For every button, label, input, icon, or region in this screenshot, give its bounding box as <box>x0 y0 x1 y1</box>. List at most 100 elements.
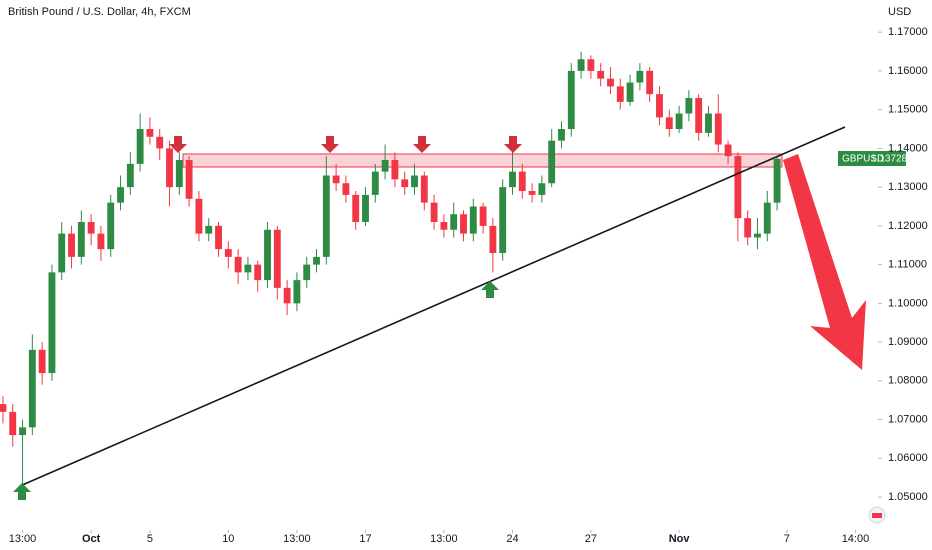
candle-body <box>695 98 703 133</box>
candle-body <box>430 202 438 222</box>
logo-mark <box>872 513 882 518</box>
candle-body <box>58 233 66 273</box>
candle-body <box>656 94 663 118</box>
candle-body <box>597 70 605 79</box>
candle-body <box>528 191 536 195</box>
down-arrow <box>321 136 339 153</box>
candle-body <box>175 160 183 188</box>
candle-body <box>607 78 614 87</box>
candle-body <box>763 202 771 234</box>
x-tick-label: 24 <box>506 533 518 545</box>
candle-body <box>734 156 742 219</box>
candle-body <box>273 229 281 288</box>
price-tag <box>838 151 906 166</box>
y-tick-label: 1.06000 <box>888 452 928 464</box>
candle-body <box>773 158 781 203</box>
up-arrow <box>13 483 31 500</box>
candle-body <box>28 349 36 428</box>
y-tick-label: 1.16000 <box>888 65 928 77</box>
y-tick-label: 1.15000 <box>888 104 928 116</box>
candle-body <box>283 287 291 304</box>
candle-body <box>68 233 75 257</box>
candle-body <box>577 59 585 71</box>
candle-body <box>411 175 418 188</box>
candle-body <box>313 256 320 265</box>
candle-body <box>391 160 399 180</box>
candle-body <box>724 144 732 157</box>
candle-body <box>342 183 350 195</box>
y-axis-label: USD <box>888 6 911 18</box>
candle-body <box>332 175 340 184</box>
up-arrow <box>481 281 499 298</box>
candles <box>0 51 781 486</box>
candle-body <box>97 233 105 250</box>
candle-body <box>381 160 389 172</box>
candle-body <box>117 187 124 203</box>
candle-body <box>87 221 95 234</box>
y-tick-label: 1.17000 <box>888 26 928 38</box>
forecast-arrow <box>783 154 866 370</box>
x-tick-label: 13:00 <box>283 533 311 545</box>
candle-body <box>77 221 85 257</box>
candle-body <box>665 117 673 130</box>
x-tick-label: 13:00 <box>9 533 37 545</box>
candle-body <box>548 140 556 184</box>
candle-body <box>38 349 46 374</box>
candle-body <box>754 233 761 238</box>
candle-body <box>19 427 26 436</box>
candle-body <box>420 175 428 203</box>
candle-body <box>293 280 301 304</box>
candle-body <box>440 221 448 230</box>
candle-body <box>303 264 311 281</box>
candle-body <box>166 148 173 188</box>
candle-body <box>714 113 722 145</box>
candle-body <box>107 202 115 250</box>
candle-body <box>636 70 644 83</box>
candle-body <box>518 171 526 192</box>
y-tick-label: 1.09000 <box>888 336 928 348</box>
candle-body <box>185 160 193 199</box>
y-tick-label: 1.12000 <box>888 220 928 232</box>
y-tick-label: 1.08000 <box>888 375 928 387</box>
symbol-label: GBPUSD <box>842 154 884 165</box>
candle-body <box>567 70 575 130</box>
candle-body <box>685 98 693 114</box>
candle-body <box>499 187 507 253</box>
trend-line <box>19 126 846 487</box>
candle-body <box>195 198 203 234</box>
y-tick-label: 1.10000 <box>888 297 928 309</box>
candle-body <box>224 249 232 257</box>
candle-body <box>136 129 144 164</box>
down-arrow <box>169 136 187 153</box>
resistance-zone <box>182 153 783 168</box>
up-arrows <box>13 281 499 500</box>
candle-body <box>254 264 262 281</box>
down-arrows <box>169 136 522 153</box>
candle-body <box>146 129 154 137</box>
candle-body <box>646 70 654 95</box>
x-tick-label: Oct <box>82 533 101 545</box>
x-tick-label: 5 <box>147 533 153 545</box>
y-tick-label: 1.14000 <box>888 142 928 154</box>
candle-body <box>322 175 330 257</box>
candle-body <box>362 194 369 222</box>
candle-body <box>509 171 516 188</box>
x-tick-label: Nov <box>669 533 691 545</box>
y-tick-label: 1.07000 <box>888 413 928 425</box>
chart-title: British Pound / U.S. Dollar, 4h, FXCM <box>8 6 191 18</box>
candle-body <box>264 229 271 281</box>
last-price-label: 1.13728 <box>871 154 908 165</box>
y-tick-label: 1.05000 <box>888 491 928 503</box>
x-tick-label: 7 <box>784 533 790 545</box>
candle-body <box>401 179 409 188</box>
candle-body <box>705 113 712 133</box>
candle-body <box>450 214 458 230</box>
y-tick-label: 1.13000 <box>888 181 928 193</box>
candle-body <box>469 206 477 234</box>
candle-body <box>234 256 242 273</box>
down-arrow <box>504 136 522 153</box>
candle-body <box>479 206 487 226</box>
candle-body <box>558 129 565 141</box>
candle-body <box>538 183 546 195</box>
